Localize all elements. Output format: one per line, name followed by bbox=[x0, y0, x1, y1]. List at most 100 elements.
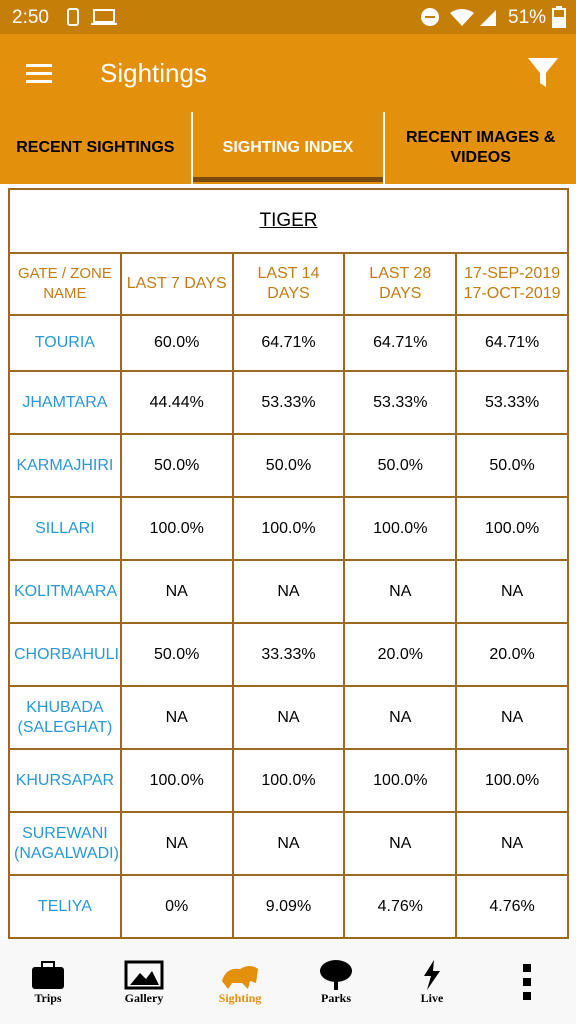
sighting-value: 4.76% bbox=[343, 874, 458, 939]
tab[interactable]: RECENT IMAGES & VIDEOS bbox=[385, 112, 576, 184]
sighting-value: 100.0% bbox=[231, 496, 346, 561]
nav-label: Gallery bbox=[124, 990, 164, 1005]
sighting-value: 100.0% bbox=[343, 496, 458, 561]
table-row: KHUBADA (SALEGHAT) NA NA NA NA bbox=[8, 685, 569, 750]
sighting-value: 100.0% bbox=[231, 748, 346, 813]
zone-name[interactable]: KARMAJHIRI bbox=[8, 433, 122, 498]
sighting-value: 64.71% bbox=[343, 314, 458, 372]
sighting-value: 60.0% bbox=[119, 314, 234, 372]
nav-label: Sighting bbox=[218, 990, 262, 1005]
sighting-value: NA bbox=[455, 685, 569, 750]
nav-label: Live bbox=[420, 990, 444, 1005]
system-icons bbox=[421, 8, 496, 26]
app-bar: Sightings bbox=[0, 34, 576, 112]
sighting-value: NA bbox=[231, 559, 346, 624]
sighting-value: 50.0% bbox=[455, 433, 569, 498]
table-row: KHURSAPAR 100.0% 100.0% 100.0% 100.0% bbox=[8, 748, 569, 813]
zone-name[interactable]: KHUBADA (SALEGHAT) bbox=[8, 685, 122, 750]
table-row: KARMAJHIRI 50.0% 50.0% 50.0% 50.0% bbox=[8, 433, 569, 498]
more-button[interactable] bbox=[480, 940, 576, 1024]
menu-button[interactable] bbox=[26, 62, 54, 84]
sighting-value: 100.0% bbox=[455, 748, 569, 813]
zone-name[interactable]: TELIYA bbox=[8, 874, 122, 939]
tab-indicator bbox=[192, 177, 384, 182]
sighting-value: 50.0% bbox=[119, 622, 234, 687]
sighting-value: NA bbox=[343, 811, 458, 876]
sighting-value: NA bbox=[231, 685, 346, 750]
table-row: KOLITMAARA NA NA NA NA bbox=[8, 559, 569, 624]
zone-name[interactable]: JHAMTARA bbox=[8, 370, 122, 435]
table-row: TELIYA 0% 9.09% 4.76% 4.76% bbox=[8, 874, 569, 939]
sighting-value: NA bbox=[119, 559, 234, 624]
time: 2:50 bbox=[12, 7, 49, 28]
sighting-value: 9.09% bbox=[231, 874, 346, 939]
table-row: CHORBAHULI 50.0% 33.33% 20.0% 20.0% bbox=[8, 622, 569, 687]
sighting-value: 20.0% bbox=[455, 622, 569, 687]
table-row: SUREWANI (NAGALWADI) NA NA NA NA bbox=[8, 811, 569, 876]
tab[interactable]: SIGHTING INDEX bbox=[192, 112, 384, 184]
status-bar: 2:50 51% bbox=[0, 0, 576, 34]
sighting-value: NA bbox=[455, 559, 569, 624]
column-header: LAST 28 DAYS bbox=[343, 252, 458, 316]
nav-item[interactable]: Sighting bbox=[192, 940, 288, 1024]
zone-name[interactable]: TOURIA bbox=[8, 314, 122, 372]
nav-item[interactable]: Gallery bbox=[96, 940, 192, 1024]
sighting-value: 53.33% bbox=[343, 370, 458, 435]
battery-percent: 51% bbox=[508, 7, 547, 28]
sighting-value: 64.71% bbox=[455, 314, 569, 372]
nav-icon bbox=[32, 960, 64, 989]
sighting-value: 4.76% bbox=[455, 874, 569, 939]
filter-button[interactable] bbox=[527, 56, 559, 90]
column-header: LAST 7 DAYS bbox=[119, 252, 234, 316]
sighting-value: 53.33% bbox=[231, 370, 346, 435]
column-header: 17-SEP-2019 17-OCT-2019 bbox=[455, 252, 569, 316]
sighting-value: NA bbox=[119, 811, 234, 876]
sighting-value: 50.0% bbox=[343, 433, 458, 498]
sighting-value: NA bbox=[455, 811, 569, 876]
nav-label: Parks bbox=[321, 990, 351, 1005]
bottom-nav: Trips Gallery Sighting Parks Live bbox=[0, 940, 576, 1024]
sighting-value: NA bbox=[231, 811, 346, 876]
zone-name[interactable]: SILLARI bbox=[8, 496, 122, 561]
tab[interactable]: RECENT SIGHTINGS bbox=[0, 112, 191, 184]
header-row: GATE / ZONE NAME LAST 7 DAYS LAST 14 DAYS L… bbox=[8, 252, 569, 316]
sighting-table: TIGER GATE / ZONE NAME LAST 7 DAYS LAST 14 … bbox=[8, 188, 569, 939]
status-icons bbox=[67, 8, 117, 26]
title-row: TIGER bbox=[8, 188, 569, 254]
nav-icon bbox=[124, 960, 164, 989]
sighting-value: 44.44% bbox=[119, 370, 234, 435]
nav-item[interactable]: Trips bbox=[0, 940, 96, 1024]
table-row: JHAMTARA 44.44% 53.33% 53.33% 53.33% bbox=[8, 370, 569, 435]
sighting-value: NA bbox=[119, 685, 234, 750]
zone-name[interactable]: KHURSAPAR bbox=[8, 748, 122, 813]
sighting-value: NA bbox=[343, 559, 458, 624]
sighting-value: 50.0% bbox=[231, 433, 346, 498]
sighting-value: 53.33% bbox=[455, 370, 569, 435]
battery-icon bbox=[552, 6, 566, 28]
tab-bar: RECENT SIGHTINGS SIGHTING INDEX RECENT IMA… bbox=[0, 112, 576, 184]
table-area: TIGER GATE / ZONE NAME LAST 7 DAYS LAST 14 … bbox=[0, 184, 576, 940]
table-row: TOURIA 60.0% 64.71% 64.71% 64.71% bbox=[8, 314, 569, 372]
zone-name[interactable]: SUREWANI (NAGALWADI) bbox=[8, 811, 122, 876]
zone-name[interactable]: KOLITMAARA bbox=[8, 559, 122, 624]
sighting-value: 33.33% bbox=[231, 622, 346, 687]
sighting-value: 64.71% bbox=[231, 314, 346, 372]
zone-name[interactable]: CHORBAHULI bbox=[8, 622, 122, 687]
sighting-value: 50.0% bbox=[119, 433, 234, 498]
nav-icon bbox=[320, 959, 352, 990]
sighting-value: 20.0% bbox=[343, 622, 458, 687]
nav-icon bbox=[424, 959, 440, 990]
sighting-value: NA bbox=[343, 685, 458, 750]
sighting-value: 100.0% bbox=[119, 496, 234, 561]
app-title: Sightings bbox=[100, 58, 207, 88]
nav-label: Trips bbox=[34, 990, 62, 1005]
sighting-value: 100.0% bbox=[343, 748, 458, 813]
nav-icon bbox=[222, 965, 258, 989]
sighting-value: 100.0% bbox=[455, 496, 569, 561]
sighting-value: 100.0% bbox=[119, 748, 234, 813]
table-title: TIGER bbox=[8, 188, 569, 254]
table-row: SILLARI 100.0% 100.0% 100.0% 100.0% bbox=[8, 496, 569, 561]
nav-item[interactable]: Parks bbox=[288, 940, 384, 1024]
nav-item[interactable]: Live bbox=[384, 940, 480, 1024]
